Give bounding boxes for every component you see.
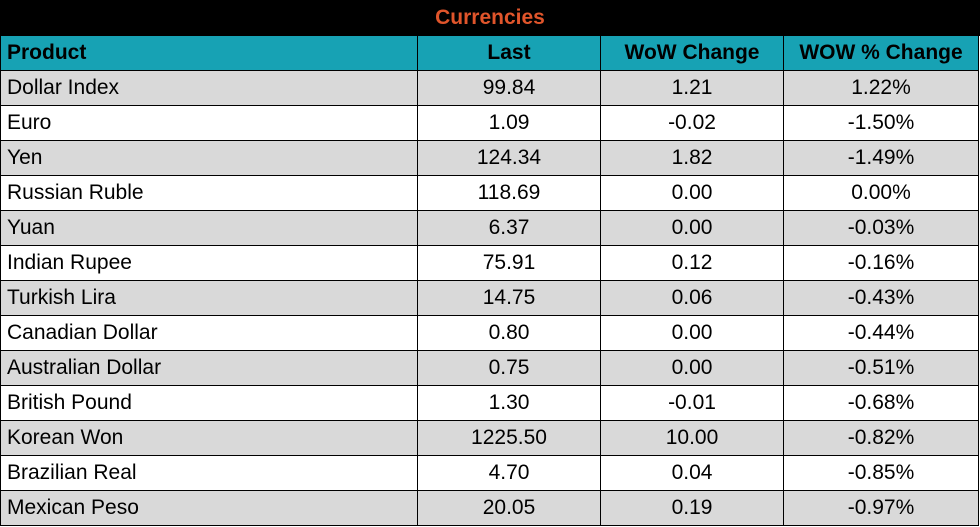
- value-cell: 0.04: [601, 456, 784, 491]
- value-cell: 0.19: [601, 491, 784, 526]
- value-cell: 10.00: [601, 421, 784, 456]
- product-cell: Australian Dollar: [0, 351, 418, 386]
- value-cell: -0.68%: [784, 386, 979, 421]
- product-cell: Korean Won: [0, 421, 418, 456]
- value-cell: 0.12: [601, 246, 784, 281]
- value-cell: -0.51%: [784, 351, 979, 386]
- value-cell: 20.05: [418, 491, 601, 526]
- value-cell: -0.43%: [784, 281, 979, 316]
- product-cell: British Pound: [0, 386, 418, 421]
- header-cell: WOW % Change: [784, 36, 979, 71]
- value-cell: 1.30: [418, 386, 601, 421]
- product-cell: Russian Ruble: [0, 176, 418, 211]
- header-cell: Last: [418, 36, 601, 71]
- value-cell: 0.00: [601, 351, 784, 386]
- value-cell: 6.37: [418, 211, 601, 246]
- value-cell: -0.85%: [784, 456, 979, 491]
- value-cell: -0.02: [601, 106, 784, 141]
- value-cell: 1.82: [601, 141, 784, 176]
- value-cell: 118.69: [418, 176, 601, 211]
- header-cell: WoW Change: [601, 36, 784, 71]
- product-cell: Canadian Dollar: [0, 316, 418, 351]
- product-cell: Indian Rupee: [0, 246, 418, 281]
- value-cell: 124.34: [418, 141, 601, 176]
- product-cell: Turkish Lira: [0, 281, 418, 316]
- value-cell: 0.80: [418, 316, 601, 351]
- value-cell: 75.91: [418, 246, 601, 281]
- value-cell: 1.09: [418, 106, 601, 141]
- header-cell: Product: [0, 36, 418, 71]
- value-cell: 0.00: [601, 176, 784, 211]
- value-cell: 14.75: [418, 281, 601, 316]
- product-cell: Mexican Peso: [0, 491, 418, 526]
- product-cell: Yuan: [0, 211, 418, 246]
- value-cell: 0.75: [418, 351, 601, 386]
- value-cell: 1.22%: [784, 71, 979, 106]
- value-cell: 0.00: [601, 211, 784, 246]
- value-cell: 1.21: [601, 71, 784, 106]
- value-cell: -1.50%: [784, 106, 979, 141]
- product-cell: Brazilian Real: [0, 456, 418, 491]
- table-title: Currencies: [0, 0, 980, 36]
- value-cell: -0.16%: [784, 246, 979, 281]
- value-cell: -0.03%: [784, 211, 979, 246]
- product-cell: Euro: [0, 106, 418, 141]
- value-cell: -0.97%: [784, 491, 979, 526]
- value-cell: 4.70: [418, 456, 601, 491]
- product-cell: Yen: [0, 141, 418, 176]
- value-cell: -1.49%: [784, 141, 979, 176]
- value-cell: 0.06: [601, 281, 784, 316]
- value-cell: -0.44%: [784, 316, 979, 351]
- value-cell: -0.01: [601, 386, 784, 421]
- value-cell: 0.00: [601, 316, 784, 351]
- value-cell: 1225.50: [418, 421, 601, 456]
- value-cell: 99.84: [418, 71, 601, 106]
- value-cell: 0.00%: [784, 176, 979, 211]
- value-cell: -0.82%: [784, 421, 979, 456]
- product-cell: Dollar Index: [0, 71, 418, 106]
